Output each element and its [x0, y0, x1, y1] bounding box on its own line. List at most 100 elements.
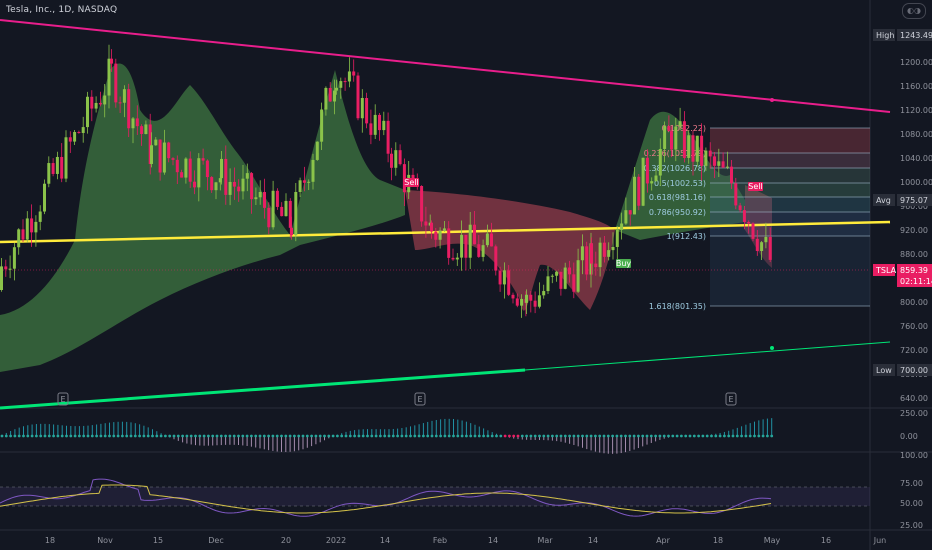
- time-tick: Jun: [873, 536, 887, 545]
- oscillator-dot: [654, 434, 657, 438]
- candle-body: [232, 181, 236, 187]
- oscillator-dot: [460, 434, 464, 438]
- candle-body: [197, 158, 201, 188]
- candle-body: [263, 192, 266, 208]
- candle-body: [442, 228, 446, 231]
- candle-body: [682, 121, 686, 158]
- oscillator-dot: [189, 434, 193, 438]
- candle-body: [645, 157, 649, 184]
- candle-body: [307, 181, 311, 183]
- oscillator-dot: [271, 434, 275, 438]
- candle-body: [30, 218, 34, 233]
- candle-body: [734, 183, 738, 206]
- oscillator-dot: [649, 434, 653, 438]
- candle-body: [38, 211, 42, 222]
- candle-body: [175, 159, 179, 173]
- oscillator-dot: [714, 434, 718, 438]
- candle-body: [55, 156, 59, 174]
- candle-body: [245, 173, 249, 179]
- earnings-label: E: [417, 395, 422, 404]
- candle-body: [148, 124, 152, 164]
- earnings-icon: [414, 392, 426, 406]
- tradingview-logo-icon[interactable]: ◐◑: [902, 3, 926, 19]
- fib-zone: [710, 128, 870, 153]
- candle-body: [315, 141, 319, 160]
- oscillator-dot: [366, 434, 369, 438]
- last-price-value: 859.39: [900, 266, 928, 275]
- oscillator-dot: [546, 434, 550, 438]
- oscillator-dot: [314, 434, 318, 438]
- candles: [0, 44, 772, 318]
- candle-body: [511, 294, 515, 299]
- oscillator-dot: [305, 434, 309, 438]
- lower-trendline: [0, 368, 526, 410]
- bearish-cloud: [405, 190, 615, 311]
- price-tick: 720.00: [900, 346, 928, 355]
- candle-body: [468, 224, 472, 258]
- oscillator-dot: [176, 434, 180, 438]
- oscillator-dot: [237, 434, 240, 438]
- rsi-tick: 50.00: [900, 499, 923, 508]
- oscillator-dot: [374, 434, 378, 438]
- oscillator-dot: [409, 434, 412, 438]
- oscillator-dot: [538, 434, 541, 438]
- candle-body: [494, 246, 498, 271]
- oscillator-dot: [280, 434, 283, 438]
- oscillator-dot: [47, 434, 51, 438]
- candle-body: [502, 270, 506, 285]
- candle-body: [590, 243, 593, 264]
- oscillator-dot: [357, 434, 361, 438]
- oscillator-dot: [434, 434, 438, 438]
- oscillator-dot: [323, 434, 326, 438]
- oscillator-dot: [383, 434, 387, 438]
- candle-body: [275, 190, 279, 207]
- oscillator-dot: [576, 434, 580, 438]
- candle-body: [674, 126, 678, 150]
- oscillator-dot: [340, 434, 344, 438]
- oscillator-dot: [288, 434, 292, 438]
- oscillator-dot: [194, 434, 197, 438]
- time-tick: Nov: [97, 536, 113, 545]
- time-tick: 14: [488, 536, 498, 545]
- candle-body: [0, 266, 3, 290]
- oscillator-dot: [26, 434, 30, 438]
- oscillator-dot: [39, 434, 43, 438]
- signal-badge: [404, 178, 419, 187]
- candle-body: [490, 233, 493, 247]
- oscillator-dot: [551, 434, 554, 438]
- candle-body: [64, 137, 68, 179]
- candle-body: [658, 148, 662, 176]
- oscillator-dot: [344, 434, 348, 438]
- candle-body: [284, 200, 288, 217]
- candle-body: [460, 234, 464, 258]
- oscillator-dot: [73, 434, 77, 438]
- candle-body: [154, 139, 158, 146]
- candle-body: [730, 166, 733, 184]
- candle-body: [550, 275, 554, 277]
- price-tick: 1160.00: [900, 82, 932, 91]
- avg-badge: [873, 194, 895, 206]
- oscillator-dot: [572, 434, 576, 438]
- candle-body: [339, 81, 343, 88]
- candle-body: [86, 96, 89, 128]
- oscillator-dot: [65, 434, 68, 438]
- candle-body: [402, 164, 406, 193]
- oscillator-dot: [0, 434, 4, 438]
- oscillator-dot: [499, 434, 503, 438]
- oscillator-dot: [146, 434, 150, 438]
- candle-body: [525, 294, 528, 303]
- candle-body: [241, 178, 245, 192]
- time-tick: Mar: [537, 536, 553, 545]
- candle-body: [352, 71, 356, 76]
- candle-body: [717, 161, 721, 166]
- oscillator-dot: [267, 434, 270, 438]
- oscillator-dot: [671, 434, 675, 438]
- price-tick: 640.00: [900, 394, 928, 403]
- candle-body: [633, 176, 636, 215]
- candle-body: [663, 125, 667, 149]
- candle-body: [214, 182, 218, 191]
- avg-label: Avg: [876, 196, 891, 205]
- candle-body: [620, 223, 624, 230]
- candle-body: [394, 150, 398, 168]
